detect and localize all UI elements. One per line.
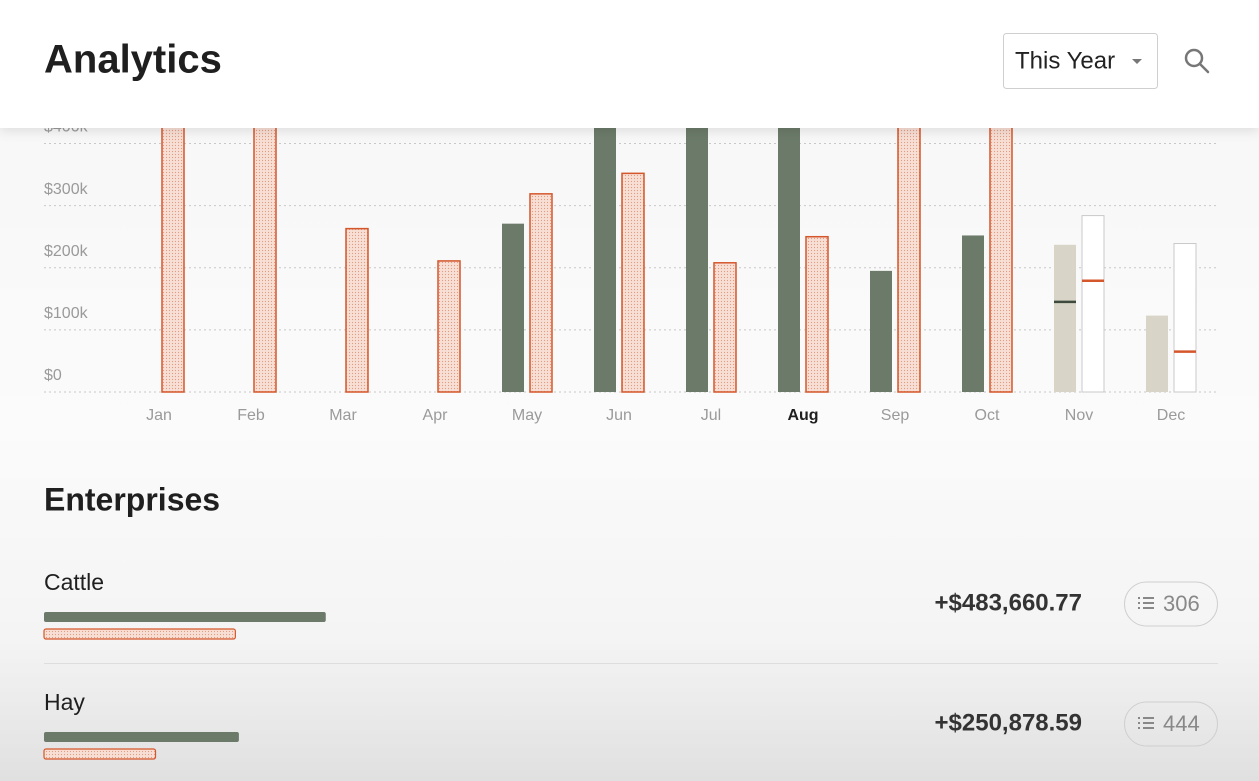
x-tick-label[interactable]: Sep <box>881 407 910 424</box>
x-tick-label[interactable]: May <box>512 407 542 424</box>
enterprise-amount[interactable]: +$483,660.77 <box>935 589 1082 616</box>
bar <box>989 111 1013 393</box>
bar <box>529 193 553 393</box>
list-icon-dot[interactable] <box>1138 602 1140 604</box>
chart: $0$100k$200k$300k$400kJanFebMarAprMayJun… <box>44 111 1218 424</box>
enterprise-row[interactable]: Cattle +$483,660.77 306 <box>43 569 1218 640</box>
list-icon-dot[interactable] <box>1138 597 1140 599</box>
x-tick-label[interactable]: Jul <box>701 407 721 424</box>
enterprise-name[interactable]: Cattle <box>44 569 104 595</box>
count-badge[interactable]: 306 <box>1124 581 1218 627</box>
y-tick-label: $0 <box>44 367 62 384</box>
badge-pill[interactable] <box>1124 701 1218 747</box>
x-tick-label[interactable]: Mar <box>329 407 357 424</box>
count-label[interactable]: 444 <box>1163 711 1200 736</box>
x-tick-label[interactable]: Jun <box>606 407 632 424</box>
search-icon[interactable] <box>1184 48 1204 68</box>
badge-pill[interactable] <box>1124 581 1218 627</box>
x-tick-label[interactable]: Aug <box>787 407 818 424</box>
bar <box>345 227 369 393</box>
list-icon-line[interactable] <box>1143 597 1154 599</box>
plot-area <box>161 111 1197 393</box>
bar <box>713 262 737 393</box>
x-tick-label[interactable]: Jan <box>146 407 172 424</box>
x-tick-label[interactable]: Nov <box>1065 407 1093 424</box>
list-icon-line[interactable] <box>1143 722 1154 724</box>
search-button[interactable] <box>1184 48 1210 74</box>
y-tick-label: $100k <box>44 305 89 322</box>
projected-bar <box>1146 315 1168 392</box>
list-icon-dot[interactable] <box>1138 717 1140 719</box>
bar <box>437 260 461 393</box>
list-icon-line[interactable] <box>1143 717 1154 719</box>
enterprise-bar <box>43 628 236 640</box>
list-icon-line[interactable] <box>1143 607 1154 609</box>
bar <box>962 235 984 392</box>
bar <box>594 112 616 393</box>
bar <box>870 270 892 392</box>
enterprise-bar <box>43 748 157 760</box>
bar <box>502 223 524 392</box>
list-icon-dot[interactable] <box>1138 607 1140 609</box>
x-tick-label[interactable]: Dec <box>1157 407 1185 424</box>
list-icon-dot[interactable] <box>1138 727 1140 729</box>
x-tick-label[interactable]: Apr <box>423 407 449 424</box>
projected-bar <box>1081 215 1105 393</box>
x-tick-label[interactable]: Oct <box>975 407 1000 424</box>
bar <box>897 111 921 393</box>
bar <box>778 112 800 393</box>
projected-bar <box>1054 244 1076 392</box>
bar <box>621 172 645 393</box>
dropdown-box[interactable] <box>1003 33 1158 89</box>
section-title: Enterprises <box>44 481 220 517</box>
dropdown-label[interactable]: This Year <box>1015 47 1115 74</box>
bar <box>161 111 185 393</box>
enterprise-bar <box>44 612 326 622</box>
count-badge[interactable]: 444 <box>1124 701 1218 747</box>
enterprise-bar <box>44 732 239 742</box>
bar <box>805 235 829 393</box>
bar <box>253 111 277 393</box>
search-icon-handle[interactable] <box>1198 62 1210 74</box>
enterprises: Enterprises Cattle +$483,660.77 306 Hay +$25… <box>43 481 1218 760</box>
y-tick-label: $200k <box>44 243 89 260</box>
enterprise-name[interactable]: Hay <box>44 689 85 715</box>
page-title: Analytics <box>44 38 222 82</box>
list-icon-line[interactable] <box>1143 602 1154 604</box>
dropdown-caret[interactable] <box>1132 59 1142 64</box>
y-tick-label: $300k <box>44 181 89 198</box>
x-tick-label[interactable]: Feb <box>237 407 265 424</box>
projected-bar <box>1173 243 1197 393</box>
period-dropdown[interactable]: This Year <box>1003 33 1158 89</box>
enterprise-amount[interactable]: +$250,878.59 <box>935 709 1082 736</box>
enterprise-row[interactable]: Hay +$250,878.59 444 <box>43 689 1218 760</box>
count-label[interactable]: 306 <box>1163 591 1200 616</box>
list-icon-line[interactable] <box>1143 727 1154 729</box>
bar <box>686 112 708 393</box>
header: Analytics This Year <box>0 0 1259 128</box>
list-icon-dot[interactable] <box>1138 722 1140 724</box>
